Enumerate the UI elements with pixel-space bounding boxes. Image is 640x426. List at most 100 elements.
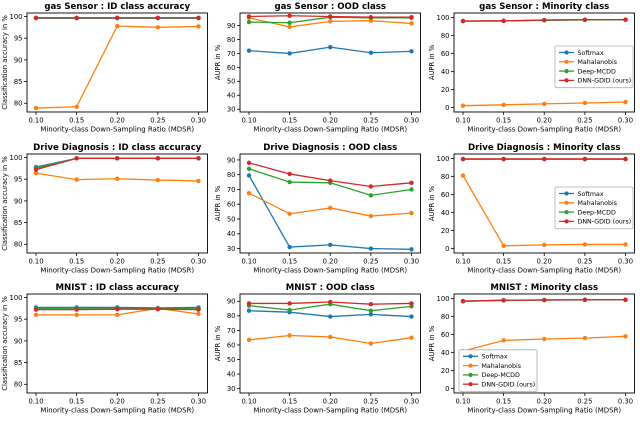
x-tick-label: 0.30 — [618, 116, 633, 124]
y-tick-label: 70 — [227, 186, 236, 194]
x-tick-label: 0.30 — [404, 116, 419, 124]
data-point — [247, 14, 251, 18]
data-point — [74, 156, 78, 160]
data-point — [501, 338, 505, 342]
y-tick-label: 20 — [441, 86, 450, 94]
data-point — [328, 315, 332, 319]
data-point — [369, 214, 373, 218]
data-point — [328, 335, 332, 339]
data-point — [34, 167, 38, 171]
data-point — [369, 302, 373, 306]
y-tick-label: 80 — [441, 32, 450, 40]
data-point — [288, 51, 292, 55]
data-point — [115, 16, 119, 20]
x-axis-label: Minority-class Down-Sampling Ratio (MDSR… — [467, 407, 621, 415]
x-tick-label: 0.25 — [577, 257, 592, 265]
y-tick-label: 80 — [441, 173, 450, 181]
y-tick-label: 0 — [445, 104, 449, 112]
legend-label: Mahalanobis — [481, 363, 521, 370]
data-point — [542, 102, 546, 106]
data-point — [410, 315, 414, 319]
data-point — [410, 15, 414, 19]
data-point — [156, 156, 160, 160]
data-point — [115, 24, 119, 28]
y-tick-label: 60 — [441, 50, 450, 58]
y-tick-label: 60 — [227, 64, 236, 72]
data-point — [288, 308, 292, 312]
y-tick-label: 100 — [10, 294, 23, 302]
x-tick-label: 0.10 — [455, 116, 470, 124]
data-point — [328, 242, 332, 246]
data-point — [247, 166, 251, 170]
legend-marker — [468, 355, 472, 359]
data-point — [328, 45, 332, 49]
x-tick-label: 0.20 — [536, 257, 551, 265]
x-tick-label: 0.30 — [191, 257, 206, 265]
x-tick-label: 0.25 — [150, 257, 165, 265]
chart-title: MNIST : ID class accuracy — [56, 283, 180, 293]
data-point — [369, 51, 373, 55]
y-tick-label: 40 — [441, 209, 450, 217]
y-axis-label: AUPR in % — [428, 44, 436, 80]
data-point — [410, 247, 414, 251]
y-tick-label: 85 — [14, 359, 23, 367]
y-tick-label: 100 — [10, 13, 23, 21]
y-axis-label: Classification accuracy in % — [1, 15, 9, 110]
y-tick-label: 90 — [14, 338, 23, 346]
data-point — [328, 19, 332, 23]
data-point — [74, 177, 78, 181]
y-tick-label: 20 — [441, 227, 450, 235]
y-tick-label: 40 — [227, 92, 236, 100]
chart-title: Drive Diagnosis : OOD class — [264, 142, 398, 152]
y-axis-label: AUPR in % — [428, 185, 436, 221]
data-point — [34, 313, 38, 317]
y-tick-label: 40 — [441, 68, 450, 76]
data-point — [501, 103, 505, 107]
data-point — [410, 187, 414, 191]
x-tick-label: 0.10 — [28, 398, 43, 406]
data-point — [410, 21, 414, 25]
data-point — [328, 205, 332, 209]
x-tick-label: 0.20 — [323, 257, 338, 265]
y-tick-label: 50 — [227, 215, 236, 223]
y-tick-label: 20 — [441, 367, 450, 375]
data-point — [34, 106, 38, 110]
data-point — [369, 184, 373, 188]
y-tick-label: 95 — [14, 35, 23, 43]
legend-label: Softmax — [577, 50, 603, 57]
x-tick-label: 0.15 — [282, 116, 297, 124]
data-point — [288, 21, 292, 25]
data-point — [247, 160, 251, 164]
y-tick-label: 100 — [10, 154, 23, 162]
y-axis-label: AUPR in % — [214, 185, 222, 221]
y-tick-label: 80 — [14, 381, 23, 389]
x-tick-label: 0.25 — [364, 257, 379, 265]
data-point — [247, 173, 251, 177]
y-tick-label: 90 — [227, 156, 236, 164]
data-point — [247, 48, 251, 52]
data-point — [460, 299, 464, 303]
x-tick-label: 0.15 — [496, 398, 511, 406]
y-tick-label: 40 — [227, 230, 236, 238]
x-tick-label: 0.20 — [323, 398, 338, 406]
chart-title: gas Sensor : ID class accuracy — [44, 2, 190, 12]
data-point — [34, 308, 38, 312]
data-point — [288, 334, 292, 338]
data-point — [369, 342, 373, 346]
chart-title: gas Sensor : Minority class — [479, 2, 609, 12]
chart-title: MNIST : OOD class — [286, 283, 375, 293]
data-point — [582, 242, 586, 246]
data-point — [623, 334, 627, 338]
data-point — [623, 298, 627, 302]
y-tick-label: 90 — [14, 56, 23, 64]
legend-label: Deep-MCDD — [481, 373, 519, 380]
y-tick-label: 70 — [227, 50, 236, 58]
x-tick-label: 0.10 — [28, 116, 43, 124]
